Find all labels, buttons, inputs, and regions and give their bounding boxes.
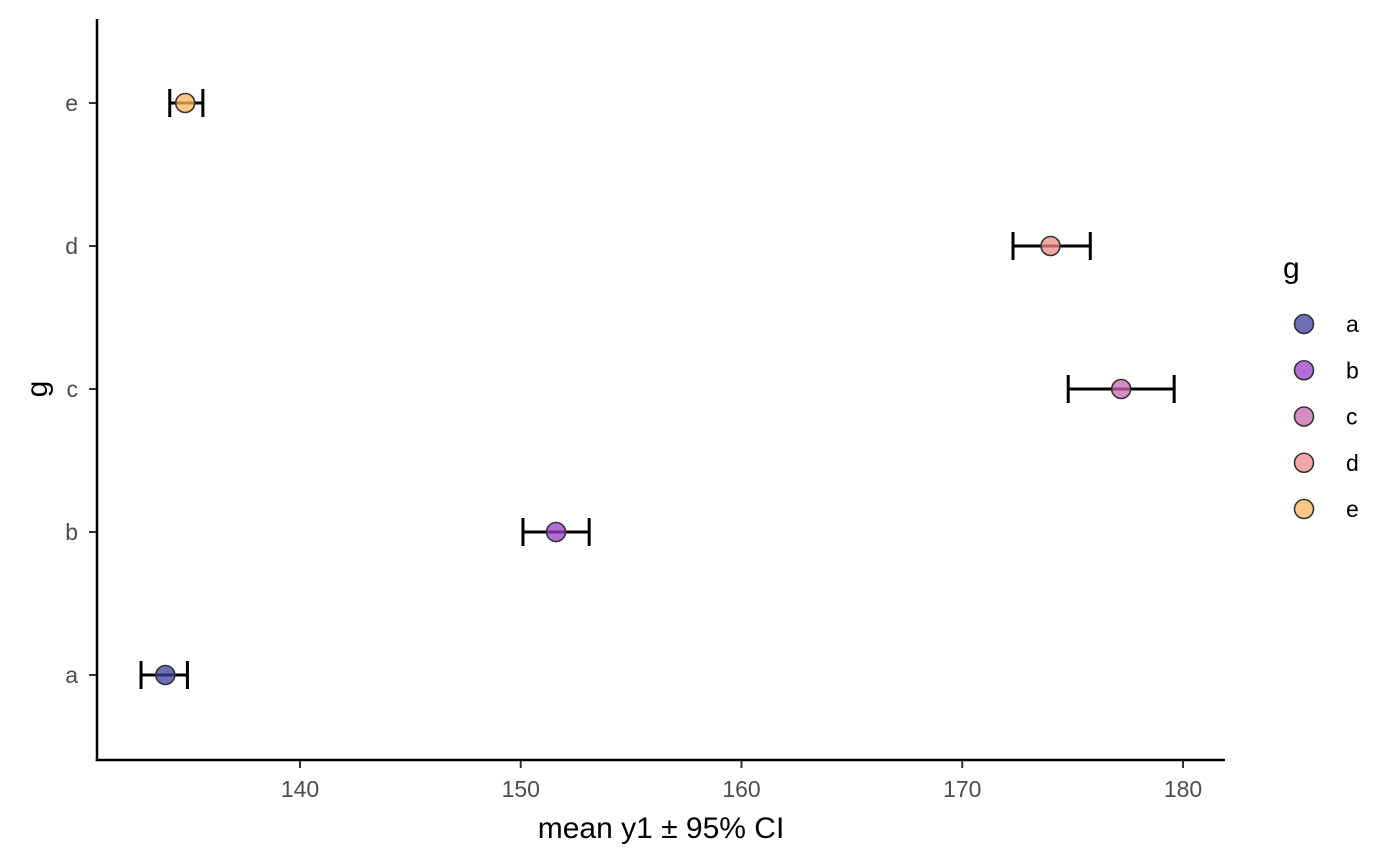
y-tick-label: c bbox=[67, 376, 79, 402]
errorbar-point-a bbox=[139, 661, 189, 689]
y-tick-label: e bbox=[65, 90, 78, 116]
data-point bbox=[545, 521, 567, 543]
axis-ticks: 140 150 160 170 180 a b c d e bbox=[65, 90, 1202, 802]
x-tick-label: 150 bbox=[502, 776, 540, 802]
x-tick-label: 170 bbox=[943, 776, 981, 802]
legend-label: c bbox=[1346, 404, 1358, 430]
errorbar-point-b bbox=[521, 518, 591, 546]
errorbar-point-d bbox=[1011, 232, 1092, 260]
y-tick-label: d bbox=[65, 233, 78, 259]
legend-swatch bbox=[1293, 359, 1315, 381]
legend-label: a bbox=[1346, 311, 1359, 337]
legend-swatch bbox=[1293, 498, 1315, 520]
chart-axes bbox=[95, 19, 1225, 762]
errorbar-point-e bbox=[168, 89, 205, 117]
data-point bbox=[1040, 235, 1061, 257]
legend-label: d bbox=[1346, 450, 1359, 476]
legend-title: g bbox=[1283, 252, 1300, 285]
legend-swatch bbox=[1293, 452, 1315, 474]
legend-label: e bbox=[1346, 496, 1359, 522]
y-tick-label: b bbox=[65, 519, 78, 545]
y-axis-title: g bbox=[21, 381, 54, 398]
y-tick-label: a bbox=[65, 662, 78, 688]
chart-marks bbox=[139, 89, 1176, 689]
legend-swatch bbox=[1293, 406, 1315, 427]
data-point bbox=[174, 92, 196, 114]
x-tick-label: 160 bbox=[722, 776, 760, 802]
data-point bbox=[1110, 378, 1132, 400]
x-tick-label: 140 bbox=[281, 776, 319, 802]
data-point bbox=[155, 664, 176, 686]
x-tick-label: 180 bbox=[1164, 776, 1202, 802]
legend-label: b bbox=[1346, 357, 1359, 383]
x-axis-title: mean y1 ± 95% CI bbox=[538, 812, 785, 845]
legend-swatch bbox=[1293, 313, 1315, 335]
errorbar-point-c bbox=[1066, 375, 1176, 403]
